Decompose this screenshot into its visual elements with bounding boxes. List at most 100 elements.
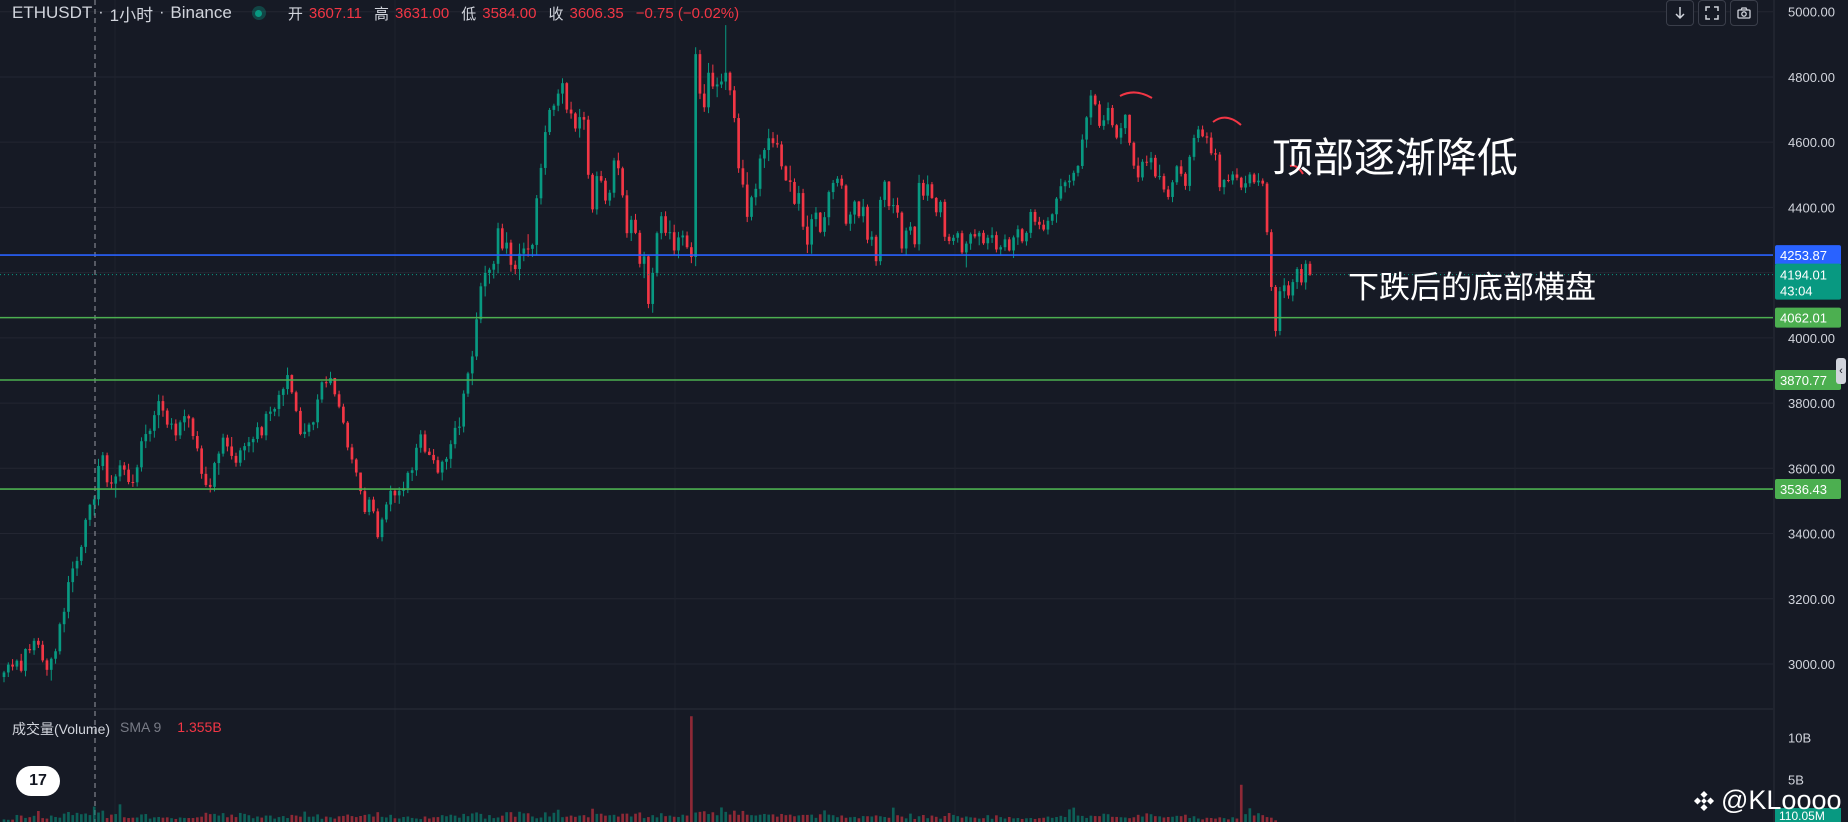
volume-bar [200,816,203,822]
candle-body [930,184,934,198]
low-value: 3584.00 [482,4,537,22]
candle-body [874,236,878,262]
axis-tick-label: 3600.00 [1788,461,1835,476]
candle-body [204,473,208,485]
low-label: 低 [461,5,477,23]
volume-bar [1080,815,1084,822]
volume-bar [513,816,517,822]
candle-body [1025,232,1028,242]
volume-bar [707,814,710,822]
volume-bar [677,817,680,822]
volume-bar [518,811,521,822]
candle-body [1282,285,1286,292]
volume-bar [11,819,14,822]
candle-body [977,232,981,237]
volume-bar [32,815,36,822]
binance-icon [1693,790,1715,811]
volume-bar [823,810,826,822]
volume-bar [1072,807,1076,822]
volume-bar [264,815,268,822]
volume-bar [1149,814,1153,822]
volume-bar [922,814,925,822]
volume-bar [1059,815,1063,822]
candle-body [1205,136,1209,138]
candle-body [187,416,191,419]
volume-bar [299,816,302,822]
candle-body [578,117,582,129]
candle-body [367,499,371,513]
candle-body [642,256,646,264]
candle-body [380,519,384,538]
volume-bar [1016,818,1020,822]
candle-body [1020,229,1024,242]
volume-bar [1055,817,1058,822]
volume-bar [986,815,990,822]
candle-body [208,484,212,487]
candle-body [183,416,186,423]
volume-bar [982,818,985,822]
volume-bar [492,818,496,822]
price-level-badge [1775,370,1841,391]
volume-bar [127,818,130,822]
candle-body [45,660,49,670]
candle-body [492,263,496,270]
volume-bar [380,816,384,822]
volume-bar [79,814,83,822]
candle-body [269,411,272,414]
candle-body [466,373,470,394]
volume-bar [780,813,783,822]
candle-body [831,182,835,193]
watermark-text: @KLoooo [1721,785,1842,815]
volume-bar [1274,820,1277,822]
candle-body [1300,269,1303,283]
volume-bar [702,811,706,822]
volume-bar [367,814,371,822]
volume-bar [1166,817,1170,822]
candle-body [1261,180,1265,184]
volume-bar [814,817,818,822]
candle-body [672,232,676,251]
candle-body [539,167,543,199]
candle-body [917,182,921,245]
price-level-badge [1775,245,1841,266]
candle-body [1308,263,1312,275]
volume-bar [389,814,392,822]
candle-body [195,436,199,449]
volume-bar [165,817,169,822]
candle-body [574,113,577,129]
candle-body [440,461,444,473]
candle-body [543,132,547,168]
candle-body [788,180,792,182]
candle-body [170,423,173,425]
volume-bar [329,817,332,822]
volume-bar [1184,814,1187,822]
symbol[interactable]: ETHUSDT [12,3,93,22]
candle-body [1274,286,1277,332]
candle-body [1119,128,1123,138]
volume-bar [1098,816,1101,822]
arrow-down-icon[interactable] [1666,0,1694,26]
candle-body [1068,180,1071,183]
volume-bar [874,815,878,822]
volume-title[interactable]: 成交量(Volume) [12,721,111,737]
candle-body [1089,95,1093,118]
candle-body [393,490,397,496]
interval[interactable]: 1小时 [109,5,154,25]
volume-bar [913,818,917,822]
volume-bar [122,817,126,822]
candle-body [273,408,276,412]
volume-bar [1257,813,1260,822]
candle-body [926,184,929,196]
collapse-handle[interactable]: ‹ [1836,358,1846,384]
volume-bar [1192,816,1196,822]
expand-icon[interactable] [1698,0,1726,26]
candle-body [15,660,19,667]
tradingview-logo[interactable]: 17 [16,766,60,796]
annotation-lower-highs[interactable]: 顶部逐渐降低 [1272,135,1518,181]
annotation-bottom-consolidation[interactable]: 下跌后的底部横盘 [1348,270,1596,305]
candle-body [608,192,612,201]
volume-bar [883,817,887,822]
market-status-icon[interactable] [251,6,266,20]
camera-icon[interactable] [1730,0,1758,26]
